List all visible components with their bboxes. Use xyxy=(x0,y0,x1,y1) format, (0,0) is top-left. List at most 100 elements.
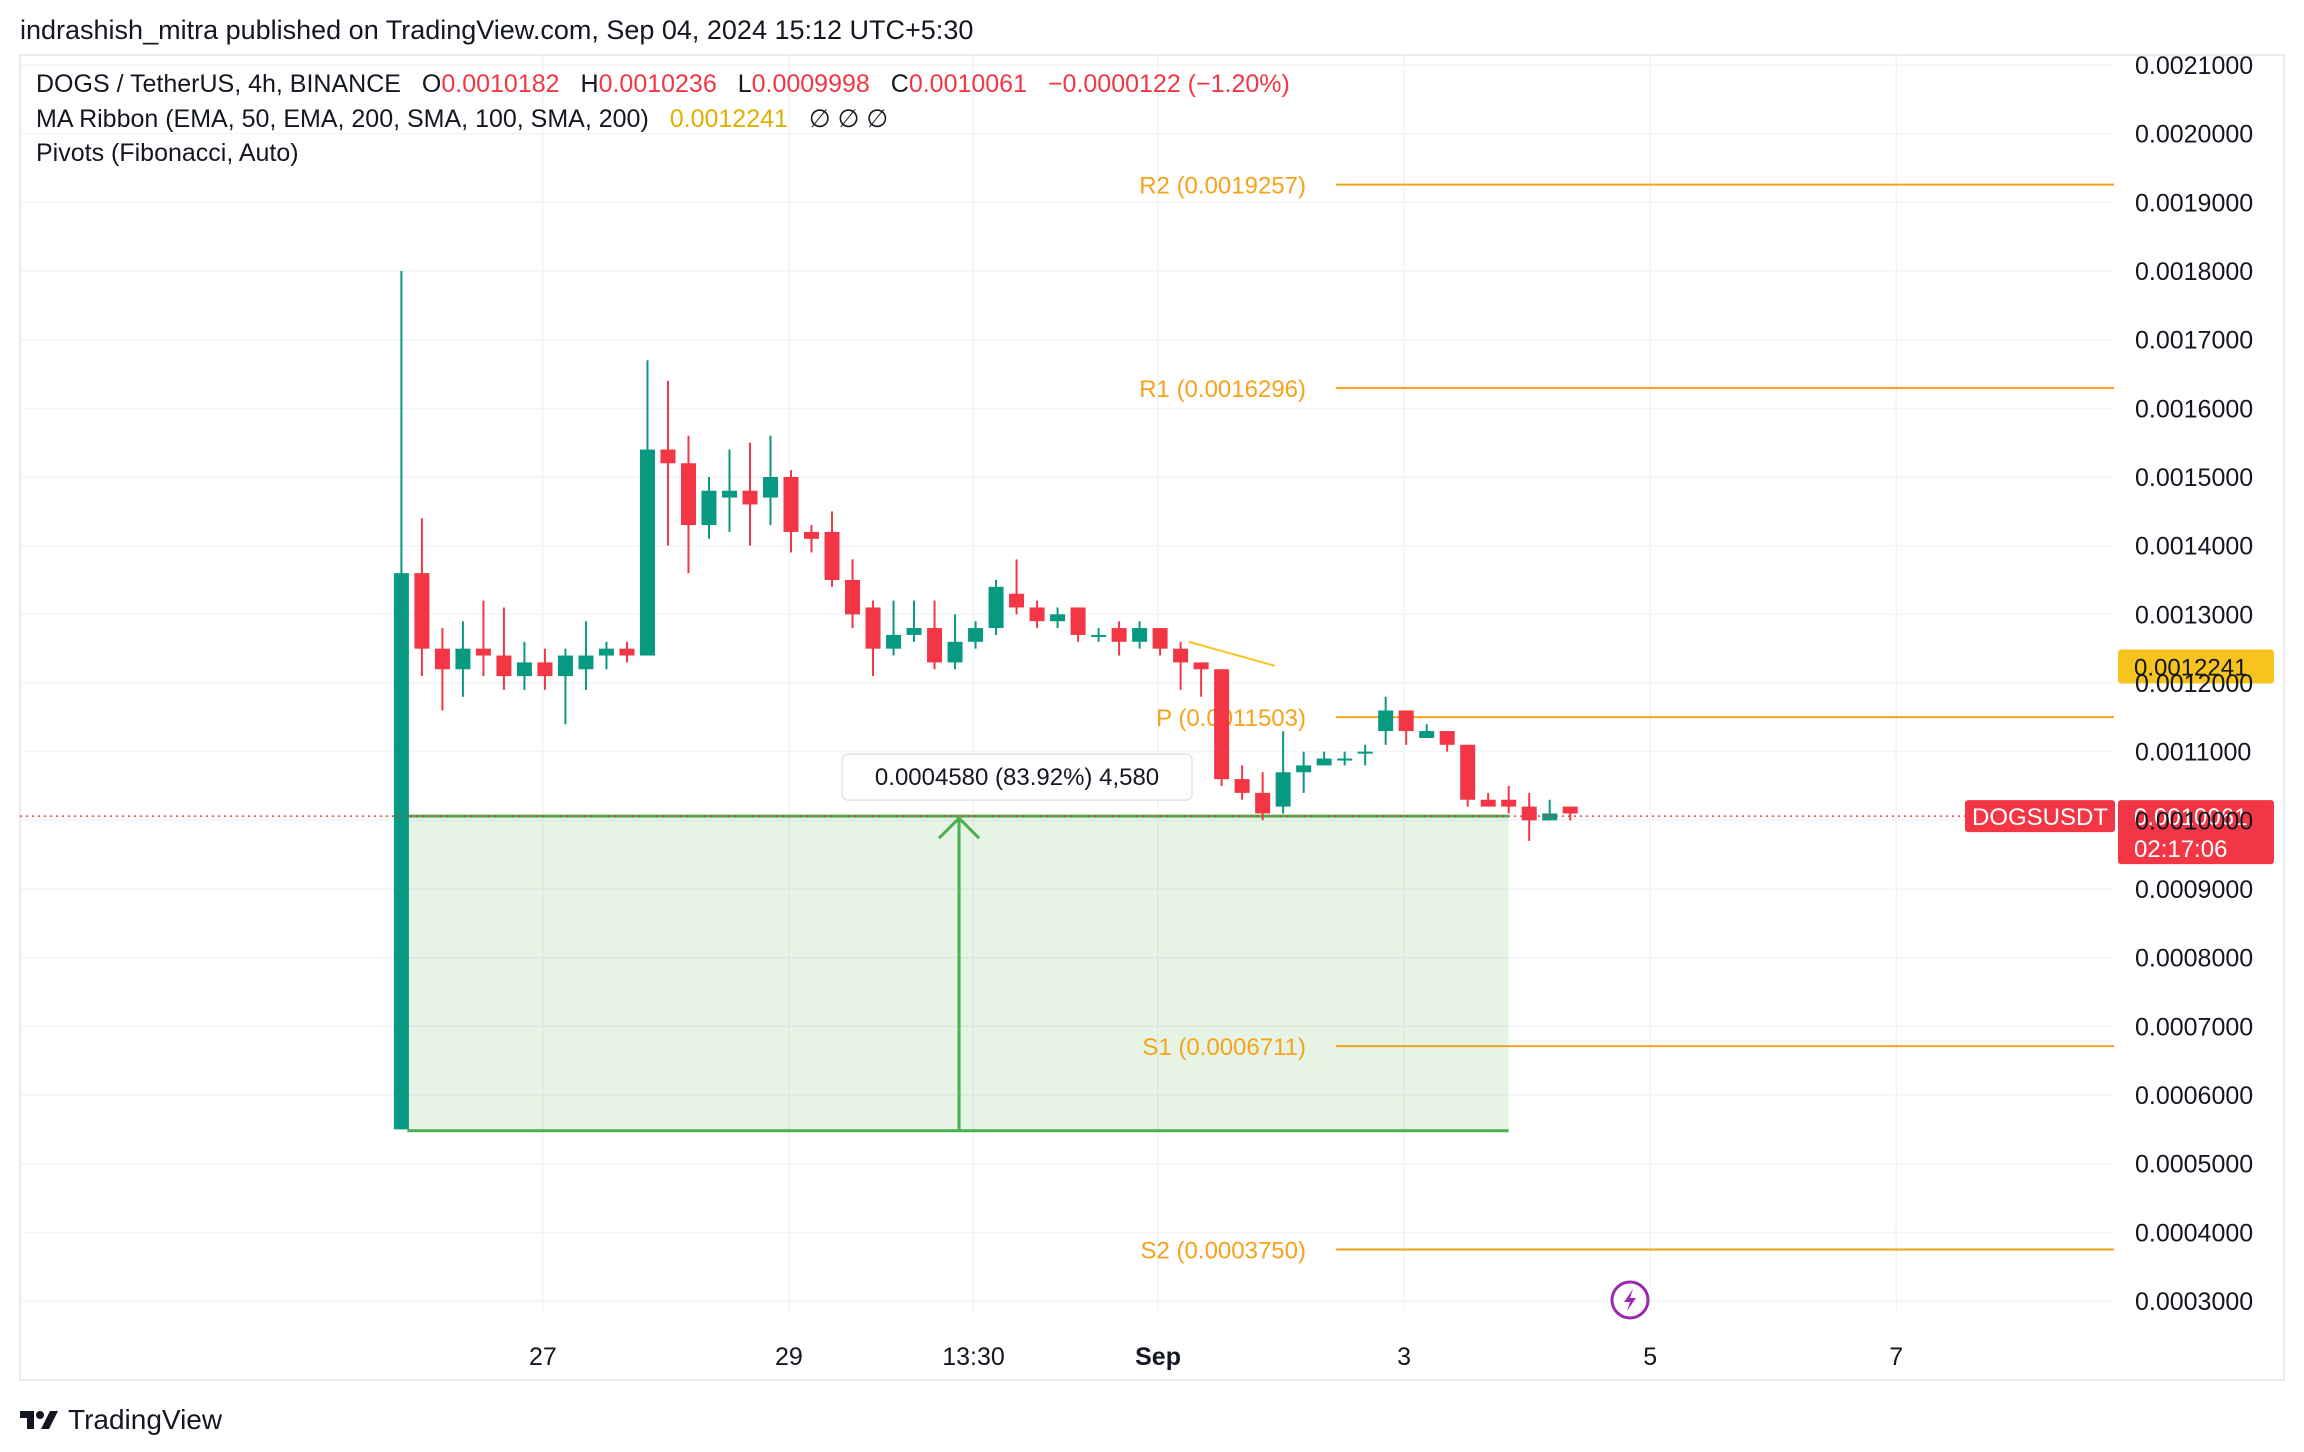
candle-body[interactable] xyxy=(1480,799,1496,807)
ma-ribbon-legend[interactable]: MA Ribbon (EMA, 50, EMA, 200, SMA, 100, … xyxy=(36,104,888,134)
measure-label-box xyxy=(841,753,1193,801)
candle-body[interactable] xyxy=(701,490,717,526)
y-tick-label: 0.0012000 xyxy=(2135,670,2253,698)
lightning-icon[interactable] xyxy=(1624,1289,1636,1311)
price-tag xyxy=(2118,800,2274,865)
candle-body[interactable] xyxy=(475,648,491,656)
candle-body[interactable] xyxy=(1419,731,1435,738)
candle-body[interactable] xyxy=(783,477,799,532)
candle-body[interactable] xyxy=(1378,710,1394,732)
candle-body[interactable] xyxy=(414,573,430,649)
y-tick-label: 0.0008000 xyxy=(2135,945,2253,973)
candle-body[interactable] xyxy=(393,573,409,1130)
tradingview-brand: TradingView xyxy=(68,1404,223,1435)
candle-body[interactable] xyxy=(721,490,737,498)
candle-body[interactable] xyxy=(557,655,573,677)
overlays: DOGSUSDT 0.0010061 02:17:06 0.0012241 xyxy=(20,640,2274,1320)
candle-body[interactable] xyxy=(537,662,553,677)
open-value: 0.0010182 xyxy=(441,70,560,98)
candle-body[interactable] xyxy=(496,655,512,677)
candle-body[interactable] xyxy=(968,628,984,642)
candle-body[interactable] xyxy=(742,490,758,505)
x-tick-label: 27 xyxy=(529,1343,557,1371)
candle-body[interactable] xyxy=(1439,731,1455,745)
candle-body[interactable] xyxy=(927,628,943,663)
high-value: 0.0010236 xyxy=(598,70,717,98)
candle-body[interactable] xyxy=(1357,751,1373,754)
candle-body[interactable] xyxy=(1275,772,1291,807)
candle-body[interactable] xyxy=(1521,806,1537,821)
candle-body[interactable] xyxy=(1214,669,1230,780)
change-value: −0.0000122 (−1.20%) xyxy=(1047,70,1290,98)
candle-body[interactable] xyxy=(1460,744,1476,800)
symbol-tag xyxy=(1965,800,2115,833)
candle-body[interactable] xyxy=(1009,593,1025,608)
candle-body[interactable] xyxy=(619,648,635,656)
low-label: L xyxy=(737,70,752,98)
candles xyxy=(393,271,1578,1130)
candle-body[interactable] xyxy=(578,655,594,670)
candle-body[interactable] xyxy=(639,449,655,656)
chart-border xyxy=(19,54,2285,1381)
candle-body[interactable] xyxy=(455,648,471,670)
candle-body[interactable] xyxy=(763,477,779,498)
close-label: C xyxy=(890,70,909,98)
tradingview-logo[interactable]: TradingView xyxy=(20,1404,222,1436)
candle-body[interactable] xyxy=(1050,614,1066,622)
candle-body[interactable] xyxy=(947,641,963,663)
pivot-label: R1 (0.0016296) xyxy=(1139,376,1306,403)
candle-body[interactable] xyxy=(1234,779,1250,793)
ma-ribbon-label: MA Ribbon (EMA, 50, EMA, 200, SMA, 100, … xyxy=(36,105,649,133)
candle-body[interactable] xyxy=(1091,634,1107,637)
x-axis: 27 29 13:30 Sep 3 5 7 xyxy=(529,1343,1903,1371)
candle-body[interactable] xyxy=(598,648,614,656)
y-tick-label: 0.0006000 xyxy=(2135,1082,2253,1110)
candle-body[interactable] xyxy=(1316,758,1332,766)
candle-body[interactable] xyxy=(516,662,532,677)
candle-body[interactable] xyxy=(660,449,676,464)
x-tick-label: Sep xyxy=(1135,1343,1181,1371)
ma-price-tag-value: 0.0012241 xyxy=(2134,654,2247,681)
candle-body[interactable] xyxy=(1337,758,1353,761)
candle-body[interactable] xyxy=(434,648,450,670)
low-value: 0.0009998 xyxy=(751,70,870,98)
candle-body[interactable] xyxy=(1296,765,1312,773)
candle-body[interactable] xyxy=(845,580,861,615)
ma-price-tag xyxy=(2118,649,2274,684)
candle-body[interactable] xyxy=(1070,607,1086,635)
pivot-label: S2 (0.0003750) xyxy=(1141,1238,1306,1265)
candle-body[interactable] xyxy=(1111,628,1127,642)
candle-body[interactable] xyxy=(1132,628,1148,642)
tradingview-logo-icon xyxy=(20,1411,58,1429)
candle-body[interactable] xyxy=(824,531,840,580)
y-tick-label: 0.0016000 xyxy=(2135,395,2253,423)
candle-body[interactable] xyxy=(1501,799,1517,807)
candle-body[interactable] xyxy=(1255,792,1271,814)
candle-body[interactable] xyxy=(1152,628,1168,649)
candle-body[interactable] xyxy=(906,628,922,635)
pivot-label: R2 (0.0019257) xyxy=(1139,173,1306,200)
y-axis: 0.0003000 0.0004000 0.0005000 0.0006000 0.00… xyxy=(2135,52,2253,1316)
candle-body[interactable] xyxy=(988,586,1004,629)
pivots-legend[interactable]: Pivots (Fibonacci, Auto) xyxy=(36,139,299,168)
candle-body[interactable] xyxy=(680,463,696,526)
candle-body[interactable] xyxy=(1562,806,1578,814)
candle-body[interactable] xyxy=(804,531,820,539)
measure-arrow-head xyxy=(937,816,981,840)
candle-body[interactable] xyxy=(1398,710,1414,732)
open-label: O xyxy=(421,70,442,98)
x-tick-label: 3 xyxy=(1397,1343,1411,1371)
candle-body[interactable] xyxy=(1029,607,1045,622)
measure-tool: 0.0004580 (83.92%) 4,580 xyxy=(407,753,1509,1133)
candle-body[interactable] xyxy=(1173,648,1189,663)
ma-ribbon-value: 0.0012241 xyxy=(669,105,788,133)
close-value: 0.0010061 xyxy=(908,70,1027,98)
candle-body[interactable] xyxy=(1193,662,1209,670)
ma-empty-values: ∅ ∅ ∅ xyxy=(808,105,889,133)
candle-body[interactable] xyxy=(865,607,881,649)
y-tick-label: 0.0003000 xyxy=(2135,1288,2253,1316)
candle-body[interactable] xyxy=(1542,813,1558,821)
candle-body[interactable] xyxy=(886,634,902,649)
x-tick-label: 29 xyxy=(775,1343,803,1371)
